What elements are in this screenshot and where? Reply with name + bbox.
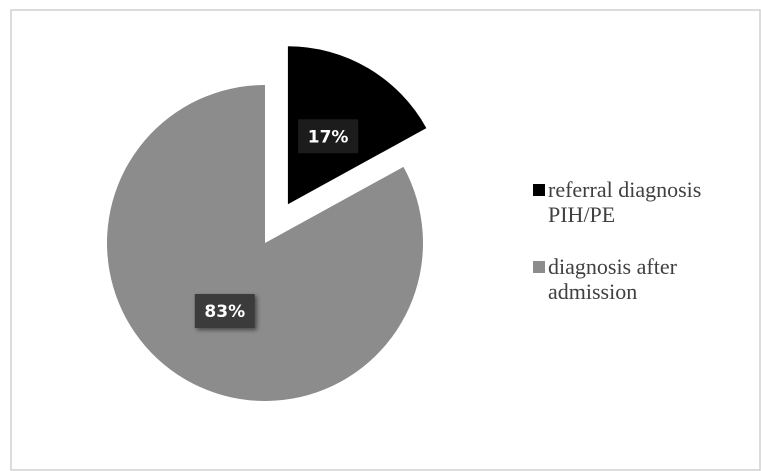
data-label: 83% [204, 302, 245, 322]
legend-label: referral diagnosis PIH/PE [548, 177, 702, 227]
data-label-box [194, 293, 255, 328]
pie-slice [107, 85, 423, 401]
legend-swatch [533, 261, 545, 273]
legend-item: referral diagnosis PIH/PE [533, 177, 761, 227]
legend-item: diagnosis after admission [533, 254, 761, 304]
legend-swatch [533, 184, 545, 196]
data-label-box [298, 119, 359, 154]
chart-frame [10, 9, 761, 471]
data-label: 17% [308, 127, 349, 147]
legend-label: diagnosis after admission [548, 254, 677, 304]
